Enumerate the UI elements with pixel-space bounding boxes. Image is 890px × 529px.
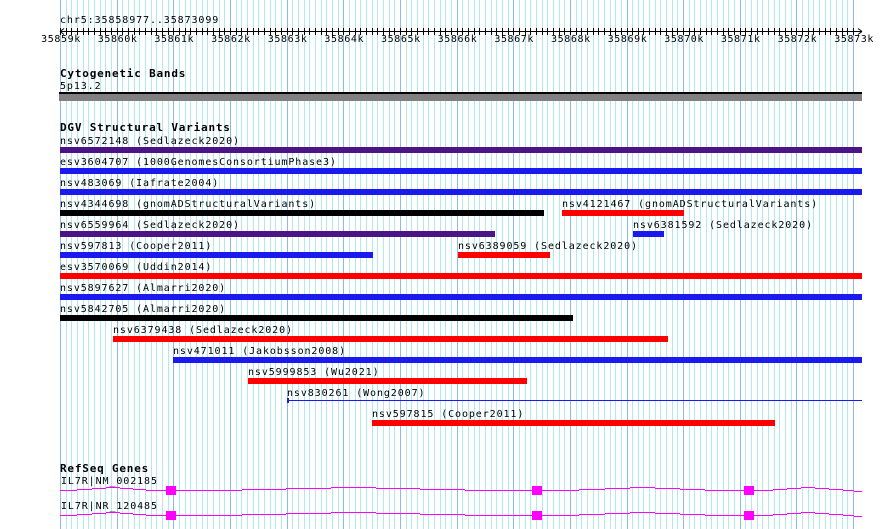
transcript-intron[interactable] <box>60 487 862 492</box>
variant-feature[interactable] <box>287 400 862 401</box>
variant-feature[interactable] <box>372 420 775 426</box>
ruler-tick-label: 35862k <box>211 34 251 45</box>
ruler-tick-label: 35870k <box>664 34 705 45</box>
variant-feature[interactable] <box>60 252 373 258</box>
variant-label: nsv5999853 (Wu2021) <box>248 367 380 378</box>
variant-label: nsv483069 (Iafrate2004) <box>60 178 220 189</box>
ruler-tick-label: 35868k <box>550 34 591 45</box>
ruler-tick-label: 35859k <box>41 34 81 45</box>
ruler-tick-label: 35867k <box>494 34 535 45</box>
variant-feature[interactable] <box>173 357 862 363</box>
variant-label: nsv830261 (Wong2007) <box>287 388 426 399</box>
variant-label: nsv6389059 (Sedlazeck2020) <box>458 241 638 252</box>
variant-feature[interactable] <box>458 252 550 258</box>
variant-label: nsv6379438 (Sedlazeck2020) <box>113 325 293 336</box>
transcript-intron[interactable] <box>60 512 862 517</box>
variant-label: nsv4121467 (gnomADStructuralVariants) <box>562 199 819 210</box>
arrow-icon <box>59 28 863 35</box>
ruler-tick-label: 35866k <box>437 34 478 45</box>
ruler-tick-label: 35864k <box>324 34 365 45</box>
variant-label: nsv5897627 (Almarri2020) <box>60 283 227 294</box>
variant-feature[interactable] <box>633 231 664 237</box>
variant-label: esv3570069 (Uddin2014) <box>60 262 213 273</box>
location-label: chr5:35858977..35873099 <box>60 15 220 26</box>
variant-feature[interactable] <box>60 294 862 300</box>
variant-feature[interactable] <box>60 168 862 174</box>
variant-label: nsv4344698 (gnomADStructuralVariants) <box>60 199 317 210</box>
ruler-tick-label: 35860k <box>97 34 138 45</box>
variant-label: nsv6559964 (Sedlazeck2020) <box>60 220 240 231</box>
ruler-tick-label: 35861k <box>154 34 195 45</box>
refseq-track-title[interactable]: RefSeq Genes <box>60 462 150 475</box>
transcript-exon[interactable] <box>744 511 754 520</box>
cytoband-label: 5p13.2 <box>60 81 102 92</box>
variant-feature[interactable] <box>60 231 495 237</box>
variant-feature[interactable] <box>60 273 862 279</box>
variant-feature[interactable] <box>562 210 684 216</box>
transcript-label[interactable]: IL7R|NM_002185 <box>61 476 158 487</box>
variant-feature[interactable] <box>248 378 527 384</box>
transcript-exon[interactable] <box>532 486 542 495</box>
variant-label: nsv597813 (Cooper2011) <box>60 241 213 252</box>
variant-label: esv3604707 (1000GenomesConsortiumPhase3) <box>60 157 337 168</box>
variant-feature[interactable] <box>60 147 862 153</box>
dgv-track-title[interactable]: DGV Structural Variants <box>60 121 231 134</box>
variant-label: nsv471011 (Jakobsson2008) <box>173 346 347 357</box>
cytoband-bar[interactable] <box>59 92 862 101</box>
variant-label: nsv6381592 (Sedlazeck2020) <box>633 220 813 231</box>
transcript-label[interactable]: IL7R|NR_120485 <box>61 501 158 512</box>
ruler-tick-label: 35872k <box>777 34 818 45</box>
transcript-exon[interactable] <box>744 486 754 495</box>
variant-label: nsv597815 (Cooper2011) <box>372 409 525 420</box>
variant-feature[interactable] <box>60 315 573 321</box>
ruler-tick-label: 35871k <box>720 34 761 45</box>
transcript-exon[interactable] <box>532 511 542 520</box>
variant-label: nsv6572148 (Sedlazeck2020) <box>60 136 240 147</box>
variant-feature[interactable] <box>60 210 544 216</box>
variant-feature[interactable] <box>60 189 862 195</box>
variant-label: nsv5842705 (Almarri2020) <box>60 304 227 315</box>
ruler-tick-label: 35873k <box>834 34 874 45</box>
cytobands-track-title[interactable]: Cytogenetic Bands <box>60 67 187 80</box>
variant-feature[interactable] <box>113 336 668 342</box>
transcript-exon[interactable] <box>166 486 176 495</box>
ruler-tick-label: 35863k <box>267 34 308 45</box>
ruler-tick-label: 35869k <box>607 34 648 45</box>
ruler-tick-label: 35865k <box>381 34 421 45</box>
transcript-exon[interactable] <box>166 511 176 520</box>
